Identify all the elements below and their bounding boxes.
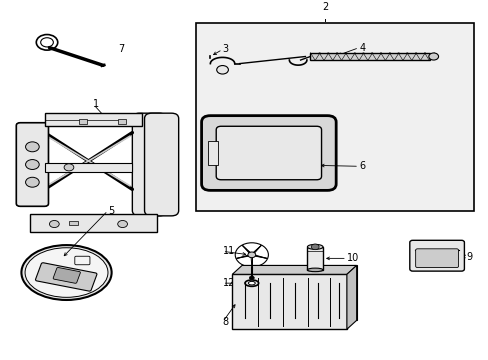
FancyBboxPatch shape [201, 116, 335, 190]
Text: 6: 6 [358, 161, 365, 171]
Ellipse shape [248, 282, 255, 285]
FancyBboxPatch shape [415, 249, 458, 267]
FancyBboxPatch shape [216, 126, 321, 180]
FancyBboxPatch shape [36, 263, 97, 291]
Bar [30, 214, 157, 232]
Text: 5: 5 [108, 206, 114, 216]
Ellipse shape [307, 268, 323, 272]
Ellipse shape [25, 248, 108, 297]
Bar [232, 274, 346, 329]
Circle shape [249, 276, 254, 280]
Text: 9: 9 [466, 252, 471, 262]
Bar [207, 141, 217, 165]
Text: 4: 4 [358, 42, 365, 53]
Bar [79, 119, 87, 124]
Circle shape [428, 53, 438, 60]
Circle shape [247, 252, 255, 258]
Text: 3: 3 [222, 44, 228, 54]
Bar [310, 53, 429, 60]
Text: 11: 11 [222, 246, 234, 256]
Ellipse shape [21, 245, 111, 300]
Circle shape [25, 159, 39, 170]
Circle shape [25, 142, 39, 152]
Circle shape [25, 177, 39, 187]
Circle shape [118, 220, 127, 228]
Circle shape [216, 66, 228, 74]
Text: 8: 8 [222, 317, 228, 327]
Ellipse shape [307, 244, 323, 249]
FancyBboxPatch shape [132, 113, 166, 216]
Circle shape [64, 164, 74, 171]
Circle shape [311, 244, 319, 250]
Bar [242, 265, 356, 320]
Text: 2: 2 [321, 2, 327, 12]
Bar [118, 119, 126, 124]
Bar [44, 113, 142, 126]
Bar [195, 23, 473, 211]
Bar [44, 163, 132, 172]
Bar [307, 247, 323, 270]
Text: 1: 1 [93, 99, 99, 109]
Bar [69, 221, 78, 225]
Ellipse shape [244, 280, 258, 286]
Text: 7: 7 [118, 44, 124, 54]
FancyBboxPatch shape [144, 113, 178, 216]
FancyBboxPatch shape [409, 240, 464, 271]
Text: 10: 10 [346, 253, 358, 264]
Polygon shape [346, 265, 356, 329]
FancyBboxPatch shape [16, 123, 48, 206]
Polygon shape [232, 265, 356, 274]
Circle shape [49, 220, 59, 228]
Text: 12: 12 [222, 278, 234, 288]
FancyBboxPatch shape [53, 267, 80, 283]
